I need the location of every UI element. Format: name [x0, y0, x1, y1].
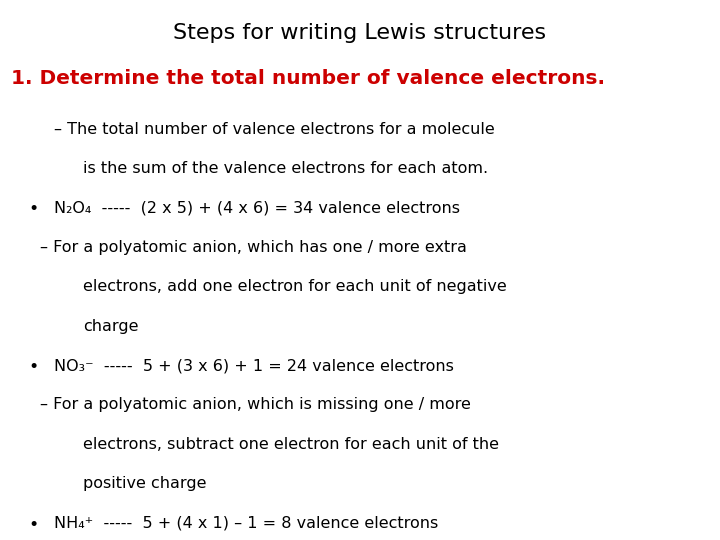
- Text: 1. Determine the total number of valence electrons.: 1. Determine the total number of valence…: [11, 69, 605, 88]
- Text: charge: charge: [83, 319, 138, 334]
- Text: – For a polyatomic anion, which has one / more extra: – For a polyatomic anion, which has one …: [40, 240, 467, 255]
- Text: electrons, subtract one electron for each unit of the: electrons, subtract one electron for eac…: [83, 437, 499, 452]
- Text: Steps for writing Lewis structures: Steps for writing Lewis structures: [174, 23, 546, 43]
- Text: – The total number of valence electrons for a molecule: – The total number of valence electrons …: [54, 122, 495, 137]
- Text: •: •: [29, 516, 39, 534]
- Text: NO₃⁻  -----  5 + (3 x 6) + 1 = 24 valence electrons: NO₃⁻ ----- 5 + (3 x 6) + 1 = 24 valence …: [54, 358, 454, 373]
- Text: positive charge: positive charge: [83, 476, 207, 491]
- Text: is the sum of the valence electrons for each atom.: is the sum of the valence electrons for …: [83, 161, 488, 176]
- Text: N₂O₄  -----  (2 x 5) + (4 x 6) = 34 valence electrons: N₂O₄ ----- (2 x 5) + (4 x 6) = 34 valenc…: [54, 200, 460, 215]
- Text: – For a polyatomic anion, which is missing one / more: – For a polyatomic anion, which is missi…: [40, 397, 470, 413]
- Text: NH₄⁺  -----  5 + (4 x 1) – 1 = 8 valence electrons: NH₄⁺ ----- 5 + (4 x 1) – 1 = 8 valence e…: [54, 516, 438, 531]
- Text: electrons, add one electron for each unit of negative: electrons, add one electron for each uni…: [83, 279, 507, 294]
- Text: •: •: [29, 200, 39, 218]
- Text: •: •: [29, 358, 39, 376]
